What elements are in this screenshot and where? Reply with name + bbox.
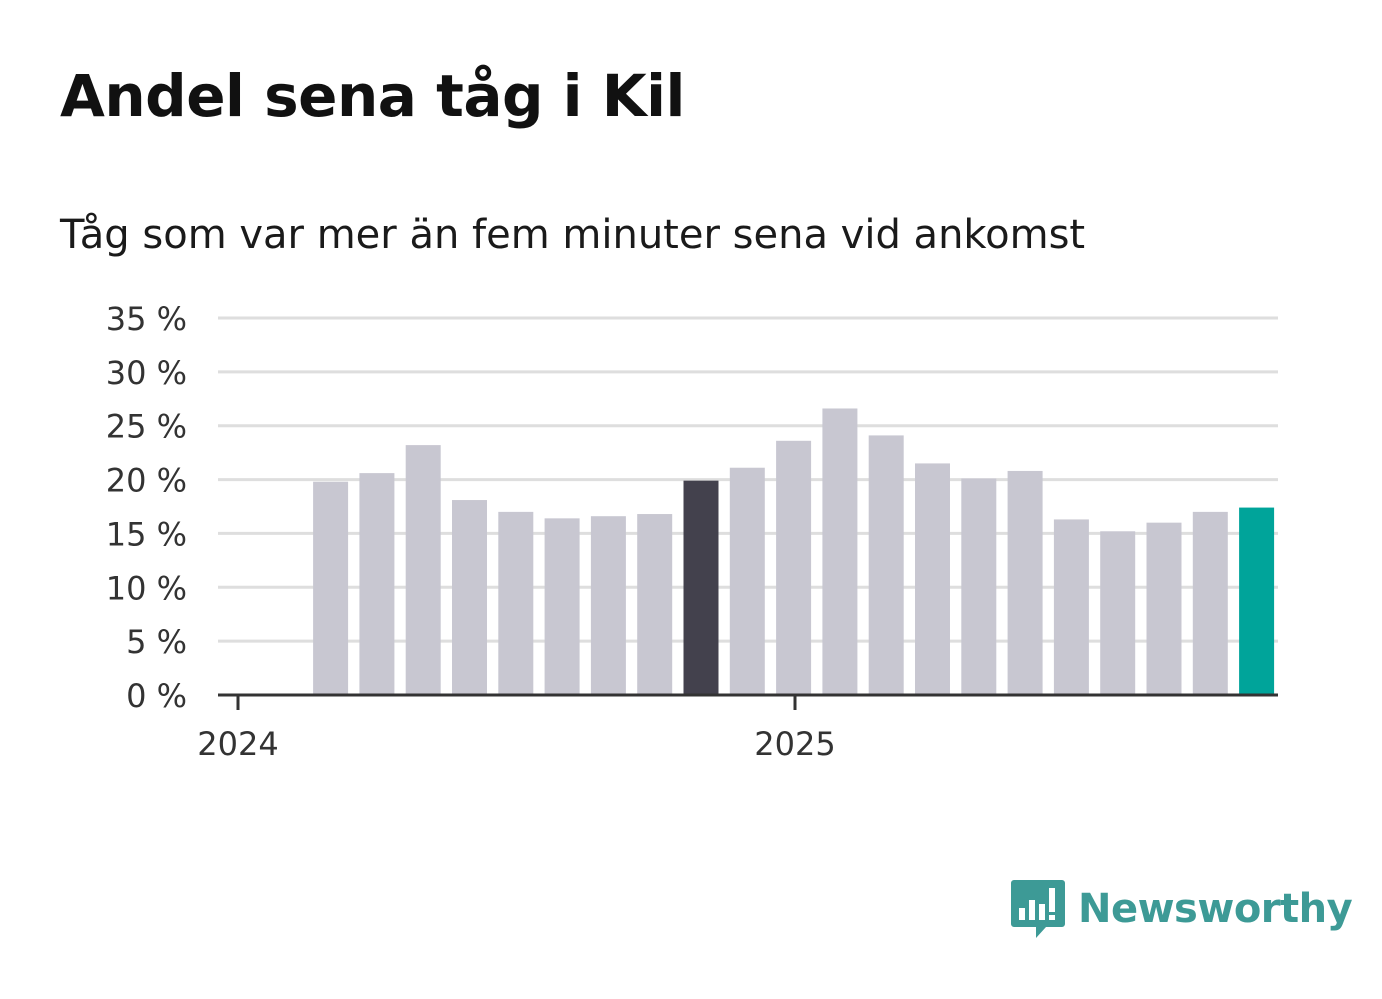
bar-2024-06 bbox=[498, 511, 534, 695]
bar-2025-03 bbox=[915, 463, 950, 695]
bar-2024-04 bbox=[405, 445, 441, 695]
y-tick-label: 15 % bbox=[106, 515, 187, 553]
bar-2025-10 bbox=[1239, 507, 1275, 695]
x-tick-label: 2025 bbox=[754, 725, 835, 763]
y-tick-label: 25 % bbox=[106, 408, 187, 446]
bar-2025-07 bbox=[1100, 531, 1136, 695]
bar-2025-08 bbox=[1146, 522, 1182, 695]
y-tick-label: 35 % bbox=[106, 300, 187, 338]
bar-2024-12 bbox=[776, 440, 812, 695]
bar-2025-02 bbox=[868, 435, 904, 695]
y-tick-label: 20 % bbox=[106, 462, 187, 500]
chart-title: Andel sena tåg i Kil bbox=[60, 62, 685, 130]
chart-subtitle: Tåg som var mer än fem minuter sena vid … bbox=[60, 212, 1086, 258]
bars bbox=[313, 408, 1275, 695]
bar-2024-09 bbox=[637, 514, 673, 695]
bar-2025-05 bbox=[1007, 470, 1043, 695]
y-tick-label: 30 % bbox=[106, 354, 187, 392]
y-tick-label: 5 % bbox=[126, 623, 187, 661]
bar-2025-09 bbox=[1192, 511, 1228, 695]
bar-2024-07 bbox=[544, 518, 580, 695]
bar-2024-02 bbox=[313, 481, 349, 695]
bar-2024-11 bbox=[729, 467, 765, 695]
y-tick-label: 0 % bbox=[126, 677, 187, 715]
axes bbox=[218, 693, 1278, 710]
y-tick-label: 10 % bbox=[106, 569, 187, 607]
brand-name: Newsworthy bbox=[1078, 886, 1353, 932]
bar-2025-04 bbox=[961, 478, 997, 695]
bar-2024-03 bbox=[359, 473, 395, 695]
bar-2025-01 bbox=[822, 408, 858, 695]
bar-2024-10 bbox=[683, 480, 719, 695]
bar-chart-bubble-icon bbox=[1011, 880, 1065, 938]
x-tick-label: 2024 bbox=[197, 725, 278, 763]
newsworthy-logo: Newsworthy bbox=[1010, 878, 1353, 940]
tick-labels: 0 % 5 % 10 % 15 % 20 % 25 % 30 % 35 % 2024 2025 bbox=[106, 300, 836, 763]
bar-2024-08 bbox=[590, 516, 626, 695]
bar-2024-05 bbox=[452, 500, 487, 695]
bar-2025-06 bbox=[1053, 519, 1089, 695]
